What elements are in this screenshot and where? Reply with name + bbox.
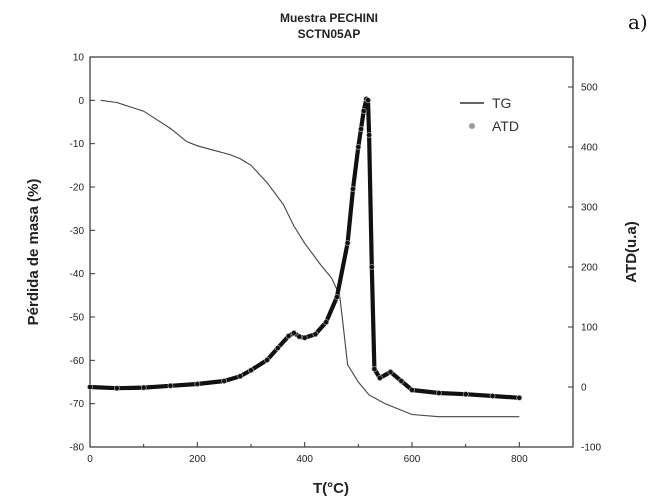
series-point-atd [194,381,201,387]
y2-tick-label: 200 [581,263,598,274]
series-point-atd [167,382,174,389]
y2-tick-label: 0 [581,383,587,394]
series-point-atd [489,393,496,399]
y2-axis-title: ATD(u.a) [623,221,640,282]
y2-tick-label: -100 [581,443,601,454]
x-axis: 0 200 400 600 800 [87,442,528,465]
panel-label: a) [628,10,648,34]
series-point-atd [350,186,356,192]
series-point-atd [323,319,329,326]
series-point-atd [221,378,228,384]
series-point-atd [333,294,340,300]
series-point-atd [371,366,378,372]
chart-title: Muestra PECHINI [280,11,378,25]
series-point-atd [290,330,297,336]
series-point-atd [312,331,319,338]
series-point-atd [516,394,523,401]
series-point-atd [285,333,292,339]
legend-label-atd: ATD [492,118,519,134]
series-point-atd [387,369,394,375]
y-axis-right: 500 400 300 200 100 0 -100 [568,83,601,454]
series-point-atd [365,97,371,104]
y-tick-label: -30 [70,226,85,237]
y2-tick-label: 100 [581,323,598,334]
x-axis-title: T(°C) [313,480,349,497]
x-tick-label: 400 [296,454,313,465]
series-point-atd [113,385,120,392]
x-tick-label: 200 [189,454,206,465]
y-tick-label: -10 [70,139,85,150]
series-point-atd [296,333,303,340]
x-tick-label: 800 [511,454,528,465]
series-point-atd [301,334,308,341]
x-tick-label: 0 [87,454,93,465]
y-tick-label: -50 [70,313,85,324]
series-point-atd [366,132,372,138]
series-layer [87,96,523,418]
series-point-atd [264,357,270,363]
y-tick-label: -40 [70,269,85,280]
series-point-atd [358,126,364,132]
y-tick-label: 0 [78,96,84,107]
series-point-atd [435,390,442,396]
legend-label-tg: TG [492,95,511,111]
series-trace-atd [87,96,522,400]
y-axis-title: Pérdida de masa (%) [25,179,42,326]
legend-swatch-atd [468,122,476,130]
y-tick-label: 10 [73,53,85,64]
y-tick-label: -70 [70,399,85,410]
y-axis-left: 10 0 -10 -20 -30 -40 -50 -60 -70 -80 [70,53,95,454]
series-point-atd [355,144,362,150]
series-point-atd [409,387,415,393]
series-point-atd [87,384,93,390]
y2-tick-label: 500 [581,83,598,94]
legend: TG ATD [460,95,519,134]
series-point-atd [398,378,405,384]
series-point-atd [360,108,367,114]
series-point-atd [140,384,147,391]
chart-subtitle: SCTN05AP [298,27,361,41]
y-tick-label: -80 [70,443,85,454]
series-line-tg [100,99,520,418]
y-tick-label: -60 [70,356,85,367]
series-point-atd [368,264,375,270]
series-point-atd [248,367,254,374]
y2-tick-label: 300 [581,203,598,214]
plot-frame [89,56,574,448]
x-tick-label: 600 [404,454,421,465]
series-point-atd [344,240,351,246]
series-point-atd [462,391,469,398]
series-point-atd [237,373,244,380]
y-tick-label: -20 [70,183,85,194]
series-point-atd [376,375,383,381]
y2-tick-label: 400 [581,143,598,154]
series-point-atd [274,345,281,351]
